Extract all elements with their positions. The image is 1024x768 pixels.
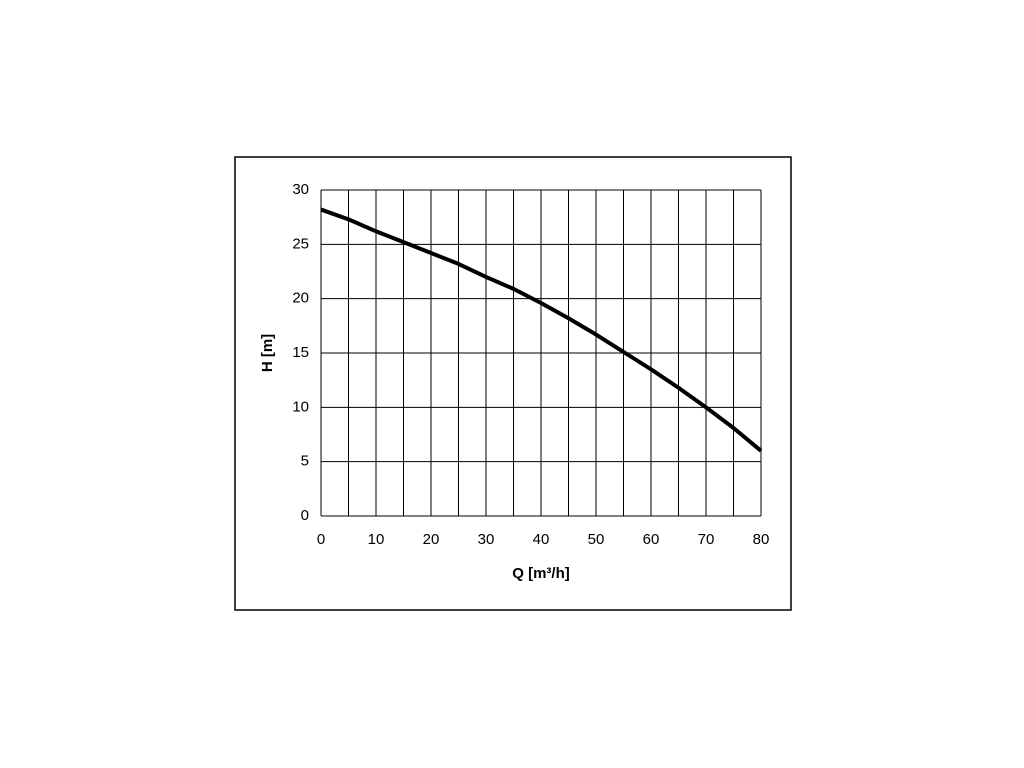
y-axis-label: H [m] [259,334,276,372]
y-tick-label: 25 [292,235,309,252]
x-tick-label: 30 [478,531,495,548]
x-tick-label: 20 [423,531,440,548]
y-tick-label: 30 [292,181,309,198]
x-tick-label: 10 [368,531,385,548]
x-axis-label: Q [m³/h] [512,565,570,582]
x-tick-label: 60 [643,531,660,548]
y-tick-label: 15 [292,344,309,361]
x-tick-label: 70 [698,531,715,548]
y-tick-label: 0 [301,507,309,524]
x-tick-label: 50 [588,531,605,548]
y-tick-label: 5 [301,453,309,470]
x-tick-label: 0 [317,531,325,548]
x-tick-label: 40 [533,531,550,548]
y-tick-label: 10 [292,398,309,415]
curve [320,207,763,453]
y-tick-label: 20 [292,290,309,307]
x-tick-label: 80 [753,531,770,548]
